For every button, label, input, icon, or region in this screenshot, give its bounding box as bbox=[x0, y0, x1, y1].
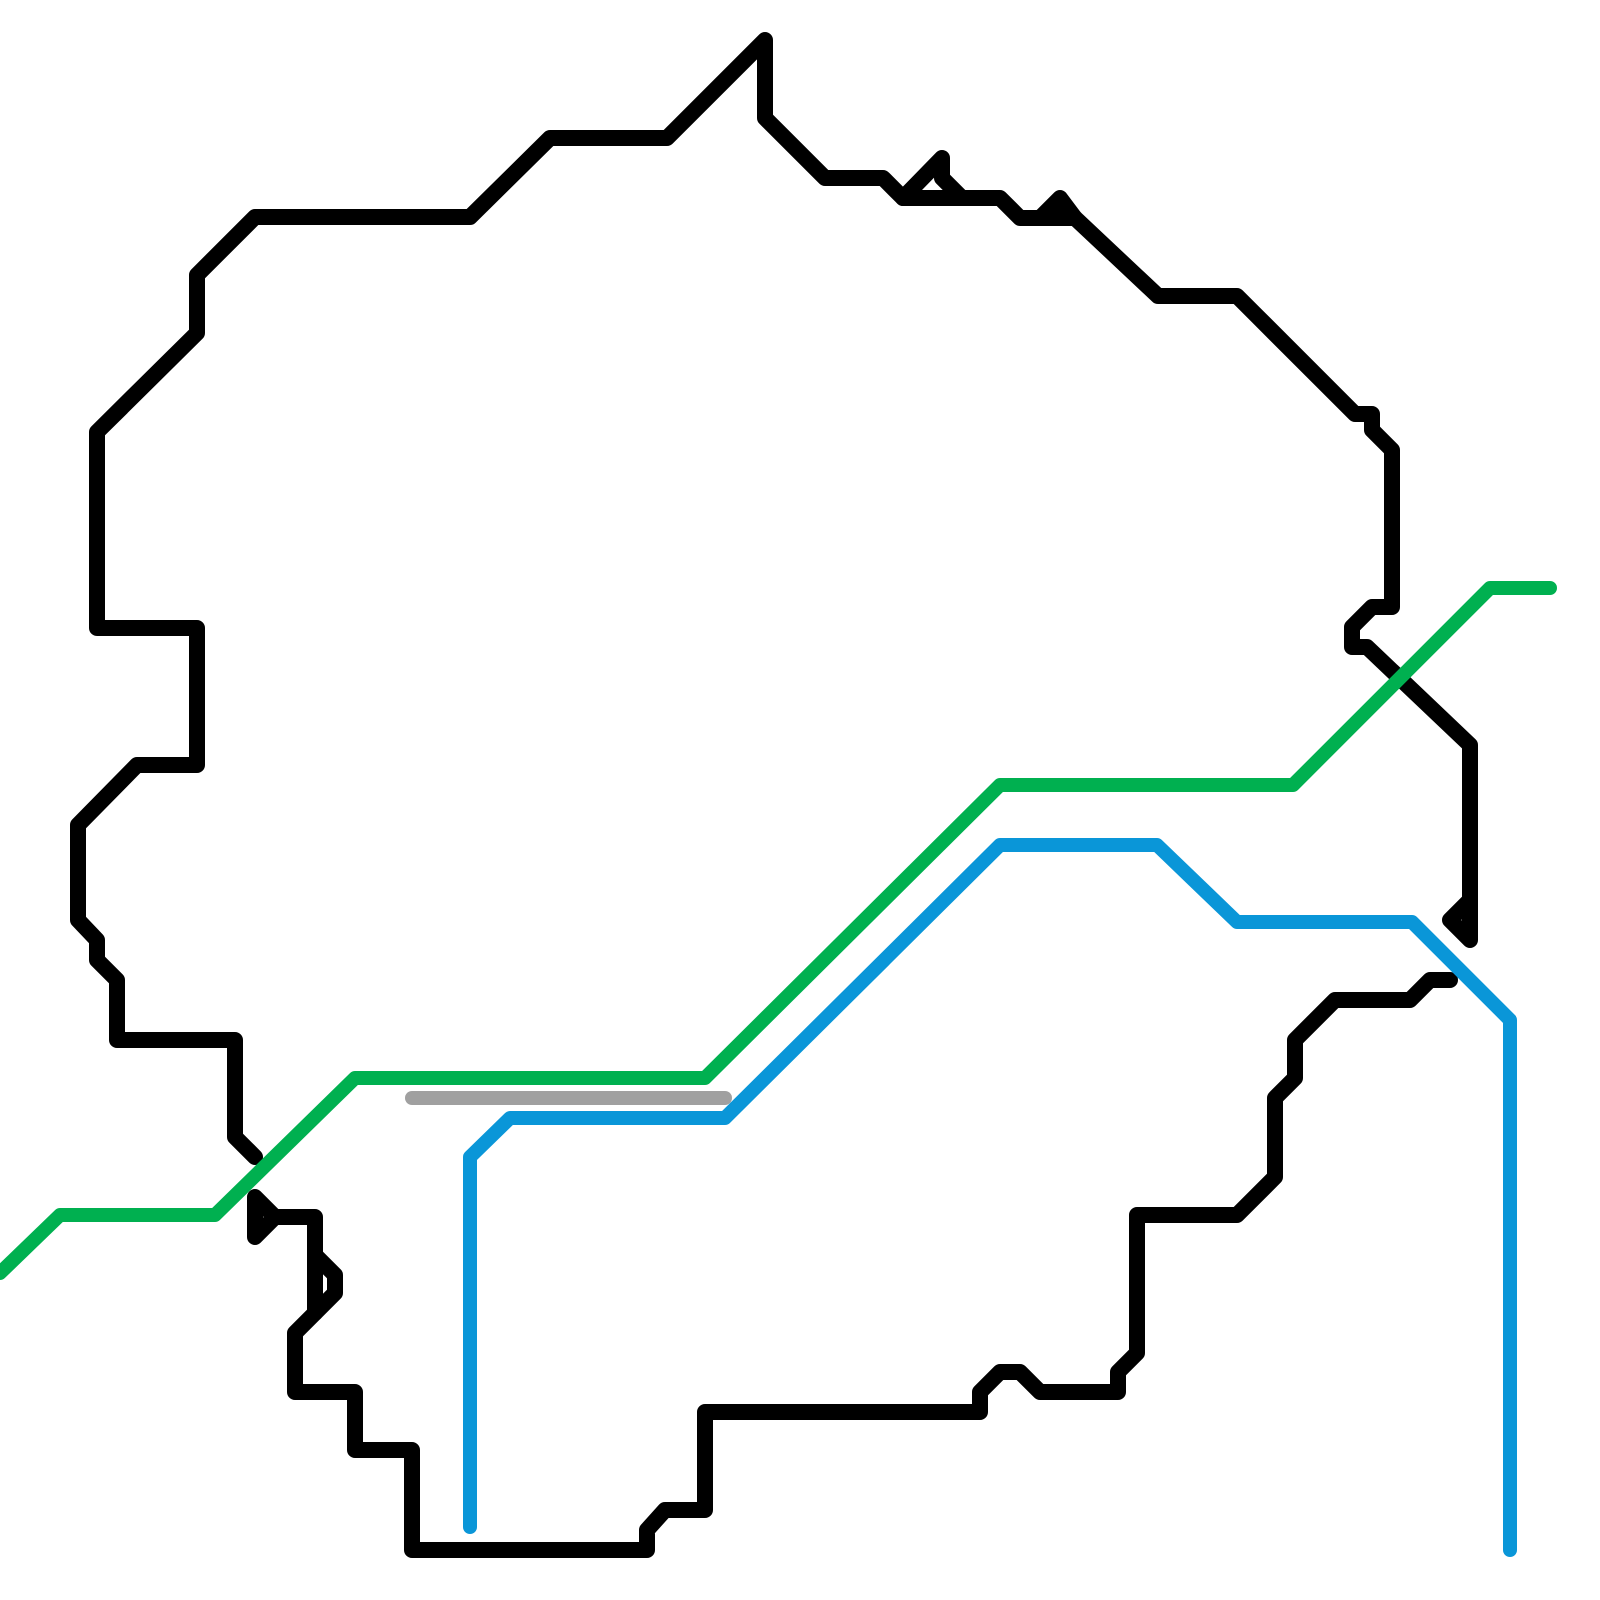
outline-south bbox=[247, 972, 1458, 1558]
outline-details bbox=[895, 150, 970, 206]
outline-details bbox=[307, 1247, 343, 1321]
outline-north-left bbox=[70, 32, 1478, 1165]
green-line bbox=[0, 581, 1557, 1280]
outline-details bbox=[1032, 190, 1083, 226]
blue-line bbox=[463, 838, 1517, 1557]
